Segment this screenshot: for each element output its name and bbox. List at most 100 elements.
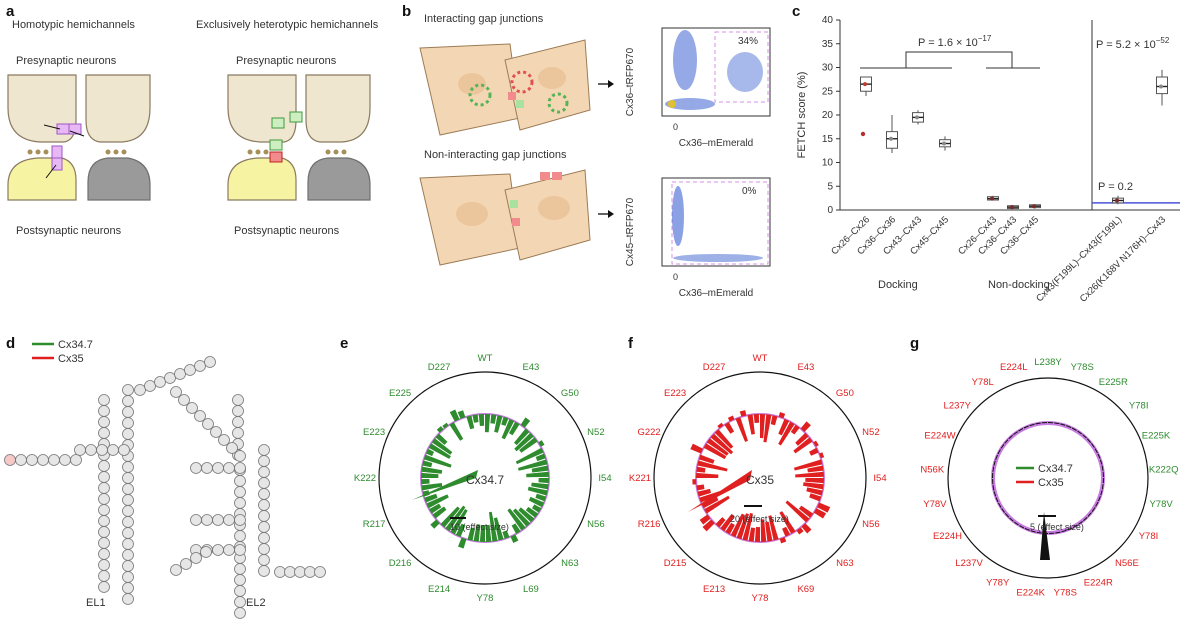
radial-f-bar-11 [809, 447, 819, 456]
c-ytick-label-3: 15 [822, 134, 834, 145]
radial-f-bar-31 [760, 519, 767, 542]
radial-f-bar-58 [724, 422, 735, 434]
panel-d: d Cx34.7 Cx35 EL1 EL2 [4, 335, 326, 619]
bead-57 [118, 444, 130, 456]
radial-f-bar-30 [765, 521, 773, 542]
radial-f-bar-25 [796, 527, 804, 535]
bead-20 [98, 394, 110, 406]
radial-f-bar-43 [701, 496, 719, 509]
bead-88 [258, 554, 270, 566]
bead-122 [314, 566, 326, 578]
bead-51 [59, 454, 71, 466]
radial-e-bar-3 [501, 416, 509, 426]
radial-f-label-12: K221 [629, 473, 651, 484]
panel-b-bottom-title: Non-interacting gap junctions [424, 149, 567, 161]
radial-f-bar-1 [763, 414, 772, 443]
radial-g-label-10: Y78S [1054, 588, 1077, 599]
radial-f-bar-35 [736, 513, 749, 540]
radial-e-bar-5 [509, 421, 520, 436]
bead-22 [98, 416, 110, 428]
radial-f-bar-10 [813, 440, 819, 447]
bead-34 [98, 548, 110, 560]
radial-e-bar-62 [472, 414, 479, 423]
radial-e-bar-15 [526, 471, 549, 478]
loop-label-el2: EL2 [246, 597, 266, 609]
panel-a: a Homotypic hemichannels Exclusively het… [6, 3, 379, 237]
radial-f-bar-3 [778, 412, 786, 419]
bead-2 [122, 406, 134, 418]
flow-top-xlabel: Cx36–mEmerald [679, 138, 753, 149]
radial-f-label-15: D227 [703, 362, 726, 373]
bead-116 [190, 552, 202, 564]
bead-111 [212, 544, 224, 556]
bead-100 [201, 462, 213, 474]
radial-f-bar-9 [793, 437, 813, 454]
radial-f-scale-label: 20 (effect size) [730, 514, 789, 524]
bead-99 [190, 462, 202, 474]
radial-f-bar-22 [798, 505, 814, 518]
radial-e-bar-54 [431, 438, 453, 455]
radial-e-bar-41 [432, 506, 447, 519]
radial-e-label-4: I54 [598, 473, 611, 484]
panel-a-left-title: Homotypic hemichannels [12, 19, 135, 31]
radial-e-bar-20 [528, 496, 545, 508]
radial-f-bar-50 [697, 460, 728, 472]
radial-e-bar-13 [518, 459, 548, 471]
bead-53 [74, 444, 86, 456]
radial-f-bar-28 [779, 537, 787, 544]
radial-g-label-12: Y78Y [986, 578, 1010, 589]
bead-45 [204, 356, 216, 368]
c-ytick-label-2: 10 [822, 158, 834, 169]
c-annotation-docking-p: P = 1.6 × 10−17 [918, 34, 992, 49]
radial-g-label-15: Y78V [923, 499, 947, 510]
radial-f-bar-7 [800, 421, 811, 432]
c-point-5 [1010, 205, 1014, 210]
c-point-1 [889, 136, 893, 141]
radial-f-label-5: N56 [862, 519, 879, 530]
bead-112 [223, 544, 235, 556]
c-annotation-docking-p-exp: −17 [978, 34, 992, 43]
radial-f-bar-59 [727, 415, 735, 422]
radial-e-bar-22 [525, 506, 539, 518]
radial-g-label-17: E224W [924, 431, 955, 442]
bead-97 [226, 442, 238, 454]
radial-e-label-3: N52 [587, 427, 604, 438]
panel-e-letter: e [340, 335, 348, 352]
bead-70 [234, 530, 246, 542]
radial-f-label-11: R216 [638, 519, 661, 530]
radial-e-bar-33 [473, 524, 481, 542]
radial-g-label-5: K222Q [1149, 464, 1179, 475]
radial-f-label-13: G222 [637, 427, 660, 438]
c-ylabel: FETCH score (%) [796, 72, 808, 159]
bead-105 [201, 514, 213, 526]
bead-120 [294, 566, 306, 578]
radial-e-bar-28 [502, 530, 510, 539]
bead-61 [232, 427, 244, 439]
radial-e-bar-30 [489, 511, 498, 542]
bead-98 [234, 450, 246, 462]
panel-b-letter: b [402, 3, 411, 20]
panel-a-right-title: Exclusively heterotypic hemichannels [196, 19, 379, 31]
radial-e-label-7: L69 [523, 584, 539, 595]
radial-f-bar-29 [768, 515, 779, 541]
bead-115 [180, 558, 192, 570]
c-xtick-label-8: Cx26(K168V N176H)–Cx43 [1078, 214, 1168, 304]
bead-85 [258, 521, 270, 533]
radial-e-bar-61 [466, 415, 475, 430]
radial-e-bar-36 [455, 523, 466, 538]
bead-9 [122, 483, 134, 495]
radial-f-bar-6 [790, 424, 800, 435]
bead-65 [234, 475, 246, 487]
bead-74 [234, 574, 246, 586]
bead-4 [122, 428, 134, 440]
c-ytick-label-4: 20 [822, 110, 834, 121]
panel-d-letter: d [6, 335, 15, 352]
radial-e-bar-7 [514, 428, 530, 446]
radial-f-bar-36 [730, 513, 745, 538]
c-point-6 [1032, 204, 1036, 209]
bead-29 [98, 493, 110, 505]
bead-80 [258, 466, 270, 478]
bead-21 [98, 405, 110, 417]
bead-7 [122, 461, 134, 473]
radial-e-bar-32 [479, 525, 485, 542]
